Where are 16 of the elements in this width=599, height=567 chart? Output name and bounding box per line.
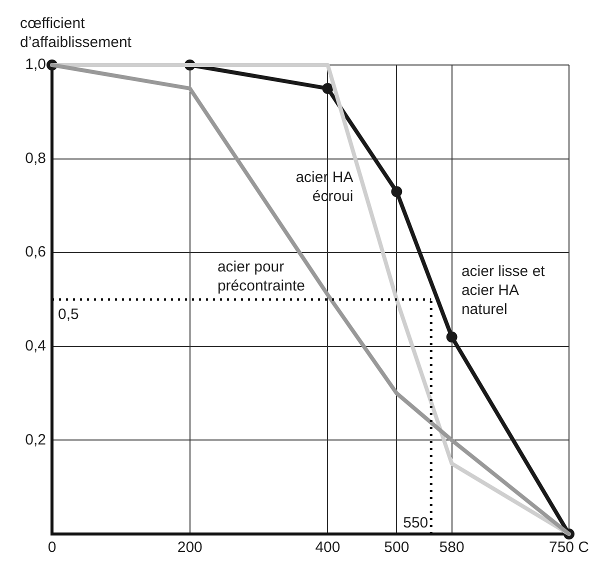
x-tick-label: 200 (177, 539, 202, 556)
ref-line-label: 550 (403, 514, 428, 532)
y-tick-label: 1,0 (25, 56, 46, 74)
x-tick-label: 750 C (548, 539, 590, 556)
y-tick-label: 0,8 (25, 150, 46, 167)
series-label: acier lisse et acier HA naturel (461, 262, 546, 318)
y-tick-label: 0,4 (25, 338, 46, 355)
y-tick-label: 0,6 (25, 244, 46, 261)
series-label: acier pour précontrainte (217, 258, 306, 294)
x-tick-label: 580 (439, 539, 464, 556)
x-tick-label: 0 (48, 539, 56, 556)
x-tick-label: 400 (315, 539, 340, 556)
y-axis-title: cœfficient d’affaiblissement (20, 15, 132, 51)
y-tick-label: 0,2 (25, 431, 46, 448)
x-tick-label: 500 (384, 539, 410, 556)
ref-line-label: 0,5 (58, 306, 79, 324)
